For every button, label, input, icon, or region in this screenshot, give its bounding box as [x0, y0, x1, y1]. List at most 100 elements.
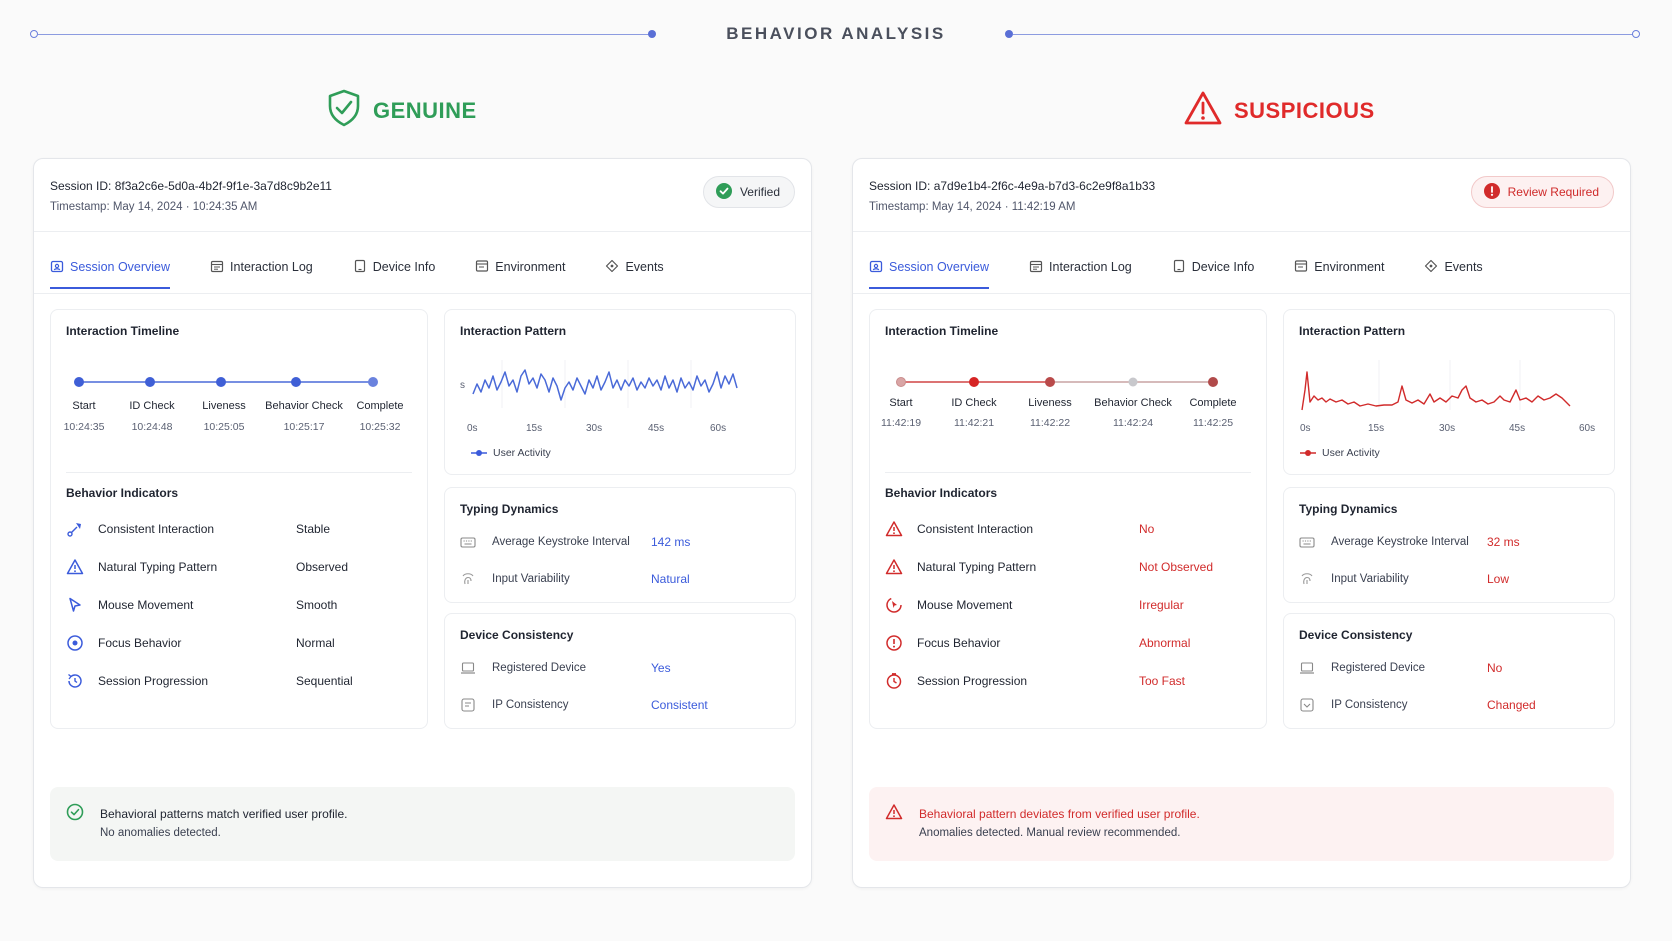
- timeline-step-time: 10:25:32: [359, 421, 401, 433]
- metric-row: Input Variability Natural: [460, 569, 790, 589]
- tab-environment[interactable]: Environment: [475, 255, 565, 279]
- summary-line-1: Behavioral pattern deviates from verifie…: [919, 807, 1200, 821]
- typing-title: Typing Dynamics: [460, 502, 559, 516]
- tab-events[interactable]: Events: [1424, 255, 1483, 279]
- timeline-node: [896, 377, 906, 387]
- fingerprint-icon: [1299, 571, 1315, 587]
- metric-value: Natural: [651, 572, 690, 586]
- timeline-step-label: ID Check: [129, 400, 175, 412]
- indicator-label: Natural Typing Pattern: [98, 560, 218, 574]
- laptop-icon: [460, 660, 476, 676]
- badge-label: Verified: [739, 185, 780, 199]
- summary-banner: Behavioral pattern deviates from verifie…: [869, 787, 1614, 861]
- activity-chart: [1301, 360, 1571, 411]
- tablet-icon: [353, 259, 367, 276]
- header-left-end-dot: [30, 30, 38, 38]
- metric-value: 142 ms: [651, 535, 691, 549]
- session-id: Session ID: 8f3a2c6e-5d0a-4b2f-9f1e-3a7d…: [50, 179, 332, 193]
- tab-environment[interactable]: Environment: [1294, 255, 1384, 279]
- metric-value: Low: [1487, 572, 1510, 586]
- chart-x-tick: 60s: [1579, 423, 1596, 434]
- activity-chart: [472, 360, 738, 408]
- metric-value: Consistent: [651, 698, 708, 712]
- cursor-path-icon: [66, 520, 84, 538]
- tab-label: Events: [1444, 260, 1483, 274]
- chart-x-tick: 0s: [1300, 423, 1311, 434]
- indicator-label: Focus Behavior: [98, 636, 182, 650]
- tab-device-info[interactable]: Device Info: [1172, 255, 1254, 279]
- metric-value: Yes: [651, 661, 671, 675]
- timeline-title: Interaction Timeline: [66, 324, 180, 338]
- timeline-step-label: Complete: [1189, 397, 1237, 409]
- timeline-node: [1208, 377, 1218, 387]
- timeline-step-label: Start: [72, 400, 96, 412]
- page-title: BEHAVIOR ANALYSIS: [726, 24, 946, 43]
- indicator-label: Session Progression: [98, 674, 209, 688]
- indicator-row: Focus Behavior Abnormal: [885, 632, 1255, 654]
- warning-icon: [885, 520, 903, 538]
- timeline-step-label: Behavior Check: [265, 400, 343, 412]
- metric-label: Registered Device: [1331, 662, 1425, 674]
- shield-outline-icon: [1299, 697, 1315, 713]
- indicator-value: Sequential: [296, 674, 353, 688]
- metric-row: IP Consistency Changed: [1299, 695, 1609, 715]
- verdict-label: SUSPICIOUS: [1234, 98, 1375, 123]
- indicator-row: Natural Typing Pattern Not Observed: [885, 556, 1255, 578]
- fast-clock-icon: [885, 672, 903, 690]
- indicator-label: Consistent Interaction: [98, 522, 215, 536]
- indicator-row: Consistent Interaction No: [885, 518, 1255, 540]
- indicator-row: Mouse Movement Smooth: [66, 594, 416, 616]
- timeline-step-time: 11:42:24: [1112, 417, 1154, 429]
- diamond-icon: [1424, 259, 1438, 276]
- tab-label: Session Overview: [889, 260, 990, 274]
- indicator-value: No: [1139, 522, 1155, 536]
- timeline-step-time: 10:25:05: [203, 421, 245, 433]
- eye-icon: [66, 634, 84, 652]
- timeline-step-label: ID Check: [951, 397, 997, 409]
- activity-line: [472, 369, 738, 401]
- calendar-user-icon: [50, 259, 64, 276]
- session-card-suspicious: Session ID: a7d9e1b4-2f6c-4e9a-b7d3-6c2e…: [852, 158, 1631, 888]
- indicator-row: Session Progression Sequential: [66, 670, 416, 692]
- tab-events[interactable]: Events: [605, 255, 664, 279]
- chart-x-tick: 45s: [648, 423, 665, 434]
- tab-label: Interaction Log: [1049, 260, 1132, 274]
- warning-triangle-icon: [1184, 90, 1222, 132]
- tab-interaction-log[interactable]: Interaction Log: [1029, 255, 1132, 279]
- metric-row: Registered Device No: [1299, 658, 1609, 678]
- metric-row: Average Keystroke Interval 32 ms: [1299, 532, 1609, 552]
- fingerprint-icon: [460, 571, 476, 587]
- header-right-end-dot: [1632, 30, 1640, 38]
- indicator-label: Mouse Movement: [917, 598, 1013, 612]
- tab-session-overview[interactable]: Session Overview: [50, 255, 171, 289]
- tab-label: Environment: [495, 260, 566, 274]
- indicator-value: Abnormal: [1139, 636, 1191, 650]
- chart-x-tick: 60s: [710, 423, 727, 434]
- timeline-step-time: 11:42:19: [880, 417, 922, 429]
- indicator-value: Too Fast: [1139, 674, 1186, 688]
- tab-label: Session Overview: [70, 260, 171, 274]
- tab-session-overview[interactable]: Session Overview: [869, 255, 990, 289]
- session-timestamp: Timestamp: May 14, 2024 · 10:24:35 AM: [50, 201, 258, 213]
- warning-triangle-icon: [885, 803, 903, 826]
- session-timestamp: Timestamp: May 14, 2024 · 11:42:19 AM: [869, 201, 1076, 213]
- timeline-step-time: 11:42:22: [1029, 417, 1071, 429]
- tab-device-info[interactable]: Device Info: [353, 255, 435, 279]
- timeline-indicators-panel: Interaction Timeline Start ID Check Live…: [869, 309, 1267, 729]
- tab-interaction-log[interactable]: Interaction Log: [210, 255, 313, 279]
- indicator-value: Normal: [296, 636, 335, 650]
- indicator-row: Focus Behavior Normal: [66, 632, 416, 654]
- chart-x-tick: 15s: [526, 423, 543, 434]
- activity-line: [1301, 371, 1571, 411]
- alert-circle-icon: [1483, 182, 1500, 202]
- timeline-node: [368, 377, 378, 387]
- legend-swatch: [471, 450, 487, 456]
- header-right-rule: [1013, 34, 1633, 35]
- indicator-value: Smooth: [296, 598, 338, 612]
- metric-label: Input Variability: [1331, 573, 1409, 585]
- typing-title: Typing Dynamics: [1299, 502, 1398, 516]
- timeline-step-label: Start: [889, 397, 913, 409]
- metric-label: IP Consistency: [1331, 699, 1408, 711]
- calendar-icon: [210, 259, 224, 276]
- summary-line-2: Anomalies detected. Manual review recomm…: [919, 827, 1181, 839]
